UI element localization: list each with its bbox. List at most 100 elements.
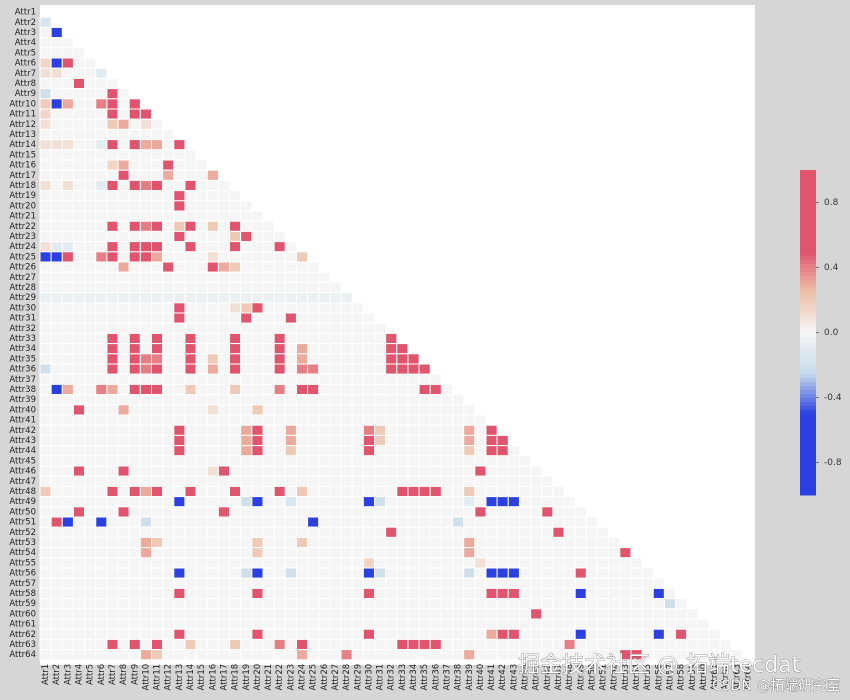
y-tick-label: Attr32 xyxy=(9,324,36,334)
heatmap-cell xyxy=(128,608,141,620)
heatmap-cell xyxy=(162,455,175,467)
heatmap-cell xyxy=(72,414,86,426)
x-tick-label: Attr56 xyxy=(654,664,664,691)
heatmap-cell xyxy=(407,424,420,436)
heatmap-cell xyxy=(385,557,398,569)
heatmap-cell xyxy=(440,628,454,640)
heatmap-cell xyxy=(273,251,286,263)
heatmap-cell xyxy=(340,598,353,610)
heatmap-cell xyxy=(184,557,197,569)
heatmap-cell xyxy=(117,465,130,477)
heatmap-cell xyxy=(206,567,219,579)
heatmap-cell xyxy=(418,394,431,406)
heatmap-cell xyxy=(117,547,130,559)
heatmap-cell xyxy=(485,496,498,508)
heatmap-cell xyxy=(518,455,532,467)
heatmap-cell xyxy=(61,190,74,202)
heatmap-cell xyxy=(162,506,175,518)
heatmap-cell xyxy=(385,363,398,375)
heatmap-cell xyxy=(39,424,52,436)
heatmap-cell xyxy=(195,169,208,181)
heatmap-cell xyxy=(396,649,409,661)
heatmap-cell xyxy=(251,557,264,569)
heatmap-cell xyxy=(518,567,532,579)
heatmap-cell xyxy=(39,557,52,569)
heatmap-cell xyxy=(240,271,253,283)
heatmap-cell xyxy=(374,373,387,385)
colorbar-segment xyxy=(800,251,816,256)
heatmap-cell xyxy=(162,343,175,355)
y-tick-label: Attr8 xyxy=(15,79,36,89)
heatmap-cell xyxy=(50,455,63,467)
heatmap-cell xyxy=(84,88,97,100)
heatmap-cell xyxy=(374,567,387,579)
heatmap-cell xyxy=(106,404,119,416)
heatmap-cell xyxy=(463,475,476,487)
heatmap-cell xyxy=(284,445,297,457)
heatmap-cell xyxy=(530,587,543,600)
x-tick-label: Attr64 xyxy=(744,664,754,691)
colorbar-segment xyxy=(800,279,816,285)
heatmap-cell xyxy=(173,363,186,375)
y-tick-label: Attr38 xyxy=(9,385,36,395)
heatmap-cell xyxy=(95,577,108,589)
heatmap-cell xyxy=(95,526,108,538)
heatmap-cell xyxy=(139,271,153,283)
heatmap-cell xyxy=(597,598,610,610)
heatmap-cell xyxy=(229,638,242,651)
colorbar-segment xyxy=(800,247,816,252)
heatmap-cell xyxy=(530,506,543,518)
heatmap-cell xyxy=(139,485,153,498)
heatmap-cell xyxy=(463,496,476,508)
heatmap-cell xyxy=(273,292,286,304)
y-tick-label: Attr22 xyxy=(9,222,36,232)
heatmap-cell xyxy=(139,496,153,508)
heatmap-cell xyxy=(574,506,587,518)
heatmap-cell xyxy=(95,271,108,283)
heatmap-cell xyxy=(418,506,431,518)
heatmap-cell xyxy=(385,332,398,345)
heatmap-cell xyxy=(95,608,108,620)
heatmap-cell xyxy=(229,404,242,416)
heatmap-cell xyxy=(61,455,74,467)
heatmap-cell xyxy=(162,526,175,538)
x-tick-label: Attr6 xyxy=(97,664,107,685)
heatmap-cell xyxy=(72,149,86,161)
heatmap-cell xyxy=(217,506,231,518)
heatmap-cell xyxy=(552,638,565,651)
heatmap-cell xyxy=(485,557,498,569)
heatmap-cell xyxy=(574,618,587,630)
heatmap-cell xyxy=(139,312,153,324)
heatmap-cell xyxy=(585,577,598,589)
heatmap-cell xyxy=(217,628,231,640)
heatmap-cell xyxy=(507,475,520,487)
heatmap-cell xyxy=(39,98,52,110)
heatmap-cell xyxy=(117,638,130,651)
heatmap-cell xyxy=(117,577,130,589)
heatmap-cell xyxy=(262,332,275,345)
heatmap-cell xyxy=(39,169,52,181)
heatmap-cell xyxy=(418,587,431,600)
colorbar-segment xyxy=(800,226,816,232)
heatmap-cell xyxy=(429,455,442,467)
heatmap-cell xyxy=(84,424,97,436)
heatmap-cell xyxy=(329,638,342,651)
heatmap-cell xyxy=(507,608,520,620)
watermark: 掘金技术社区 @ 拓端tecdat xyxy=(518,653,801,678)
heatmap-cell xyxy=(374,465,387,477)
heatmap-cell xyxy=(507,547,520,559)
colorbar-segment xyxy=(800,470,816,476)
y-tick-label: Attr13 xyxy=(9,130,36,140)
x-tick-label: Attr39 xyxy=(465,664,475,691)
heatmap-cell xyxy=(184,312,197,324)
heatmap-cell xyxy=(95,587,108,600)
heatmap-cell xyxy=(50,210,63,222)
heatmap-cell xyxy=(284,587,297,600)
heatmap-cell xyxy=(340,363,353,375)
heatmap-cell xyxy=(295,302,309,314)
heatmap-cell xyxy=(162,598,175,610)
heatmap-cell xyxy=(318,485,331,498)
heatmap-cell xyxy=(128,322,141,334)
heatmap-cell xyxy=(217,394,231,406)
